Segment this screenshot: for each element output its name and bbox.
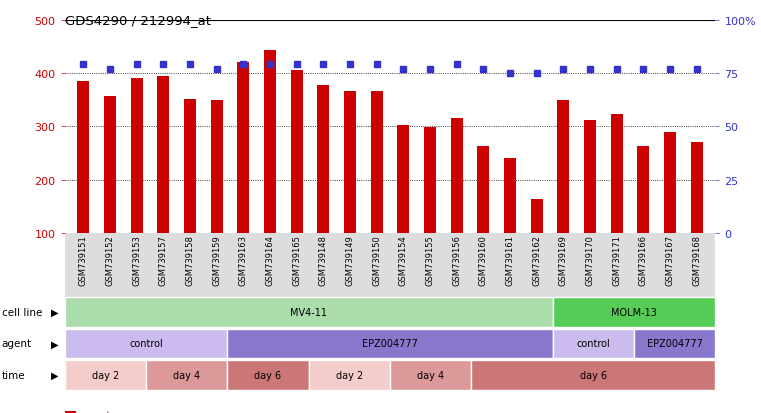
Bar (504, 159, 516, 233)
Bar (451, 119, 463, 233)
Bar (237, 63, 250, 233)
Bar (397, 126, 409, 233)
Text: day 6: day 6 (580, 370, 607, 380)
Bar (477, 147, 489, 233)
Bar (131, 79, 142, 233)
Text: day 4: day 4 (417, 370, 444, 380)
Text: cell line: cell line (2, 307, 42, 317)
Bar (638, 147, 649, 233)
Bar (610, 115, 622, 233)
Text: ▶: ▶ (51, 307, 59, 317)
Text: count: count (81, 410, 111, 413)
Text: ▶: ▶ (51, 339, 59, 349)
Bar (158, 76, 170, 233)
Text: agent: agent (2, 339, 32, 349)
Text: EPZ004777: EPZ004777 (647, 339, 702, 349)
Bar (371, 91, 383, 233)
Bar (557, 101, 569, 233)
Text: control: control (129, 339, 163, 349)
Bar (78, 82, 89, 233)
Bar (184, 100, 196, 233)
Text: day 4: day 4 (173, 370, 200, 380)
Bar (530, 200, 543, 233)
Text: day 2: day 2 (336, 370, 363, 380)
Text: day 6: day 6 (254, 370, 282, 380)
Bar (291, 71, 303, 233)
Bar (211, 100, 223, 233)
Text: EPZ004777: EPZ004777 (362, 339, 418, 349)
Text: day 2: day 2 (92, 370, 119, 380)
Bar (664, 132, 676, 233)
Bar (344, 91, 356, 233)
Text: ▶: ▶ (51, 370, 59, 380)
Bar (317, 85, 330, 233)
Bar (264, 51, 276, 233)
Text: MOLM-13: MOLM-13 (611, 307, 657, 317)
Text: time: time (2, 370, 25, 380)
Bar (691, 142, 702, 233)
Bar (424, 128, 436, 233)
Bar (584, 121, 596, 233)
Text: MV4-11: MV4-11 (290, 307, 327, 317)
Text: control: control (577, 339, 610, 349)
Text: GDS4290 / 212994_at: GDS4290 / 212994_at (65, 14, 211, 27)
Bar (104, 97, 116, 233)
